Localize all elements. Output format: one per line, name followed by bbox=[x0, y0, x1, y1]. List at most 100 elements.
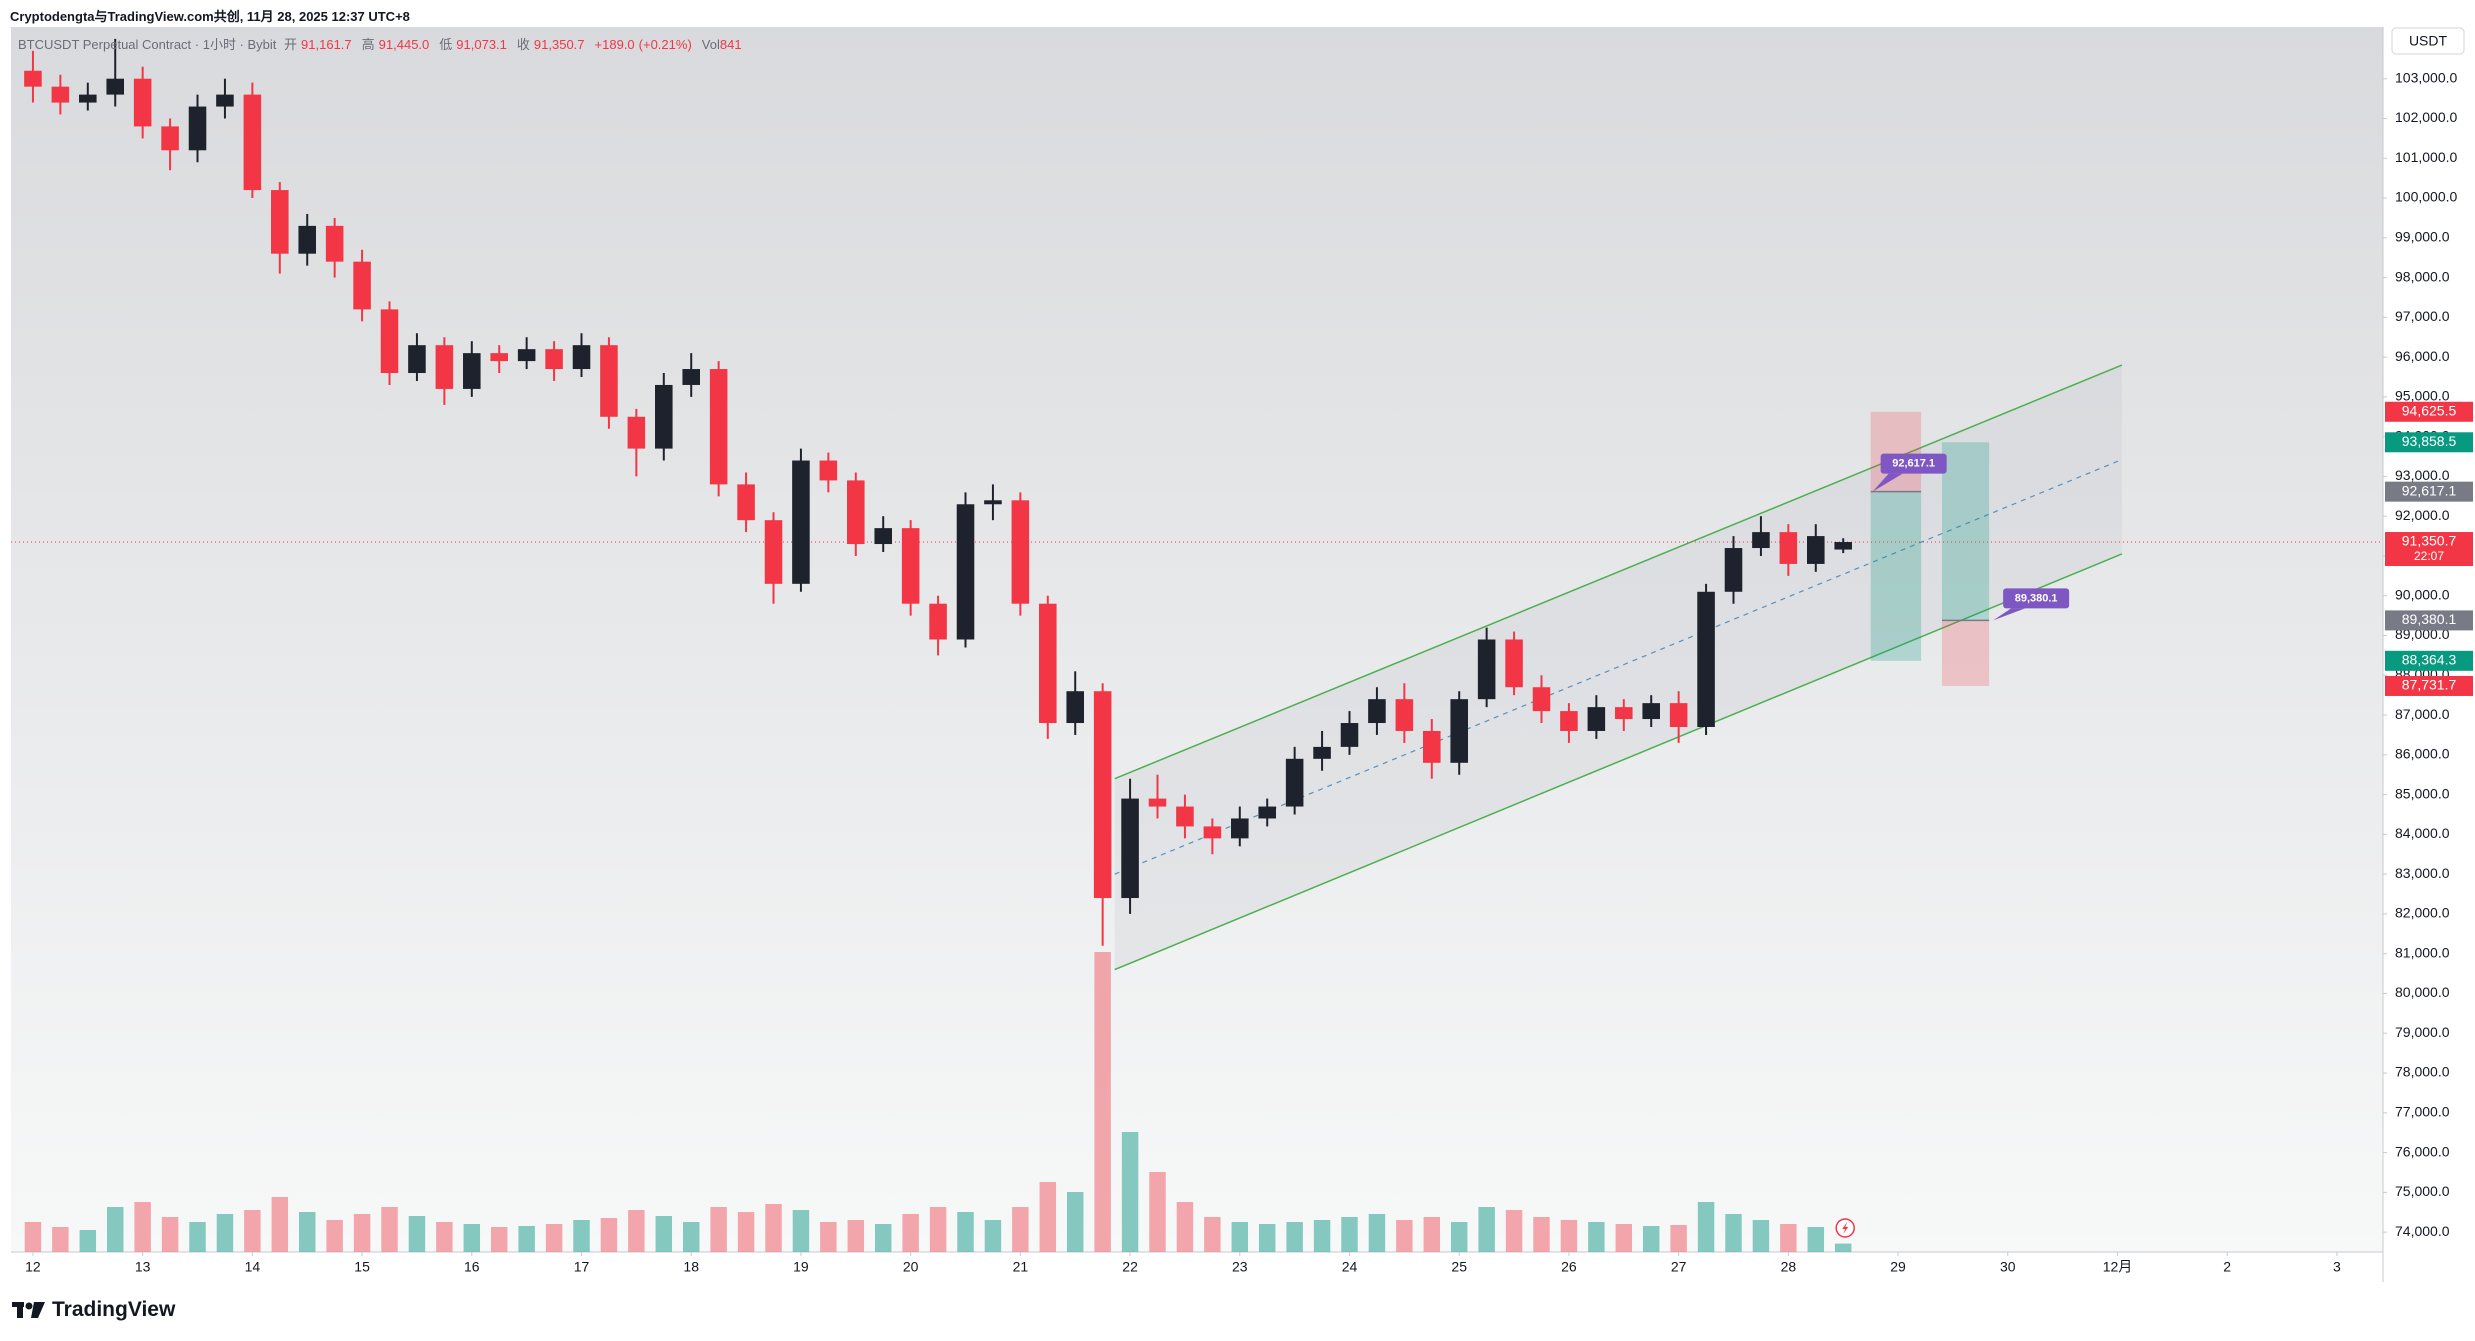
x-tick-label: 13 bbox=[135, 1259, 151, 1275]
y-tick-label: 84,000.0 bbox=[2395, 825, 2450, 841]
volume-bar bbox=[1341, 1217, 1358, 1252]
volume-bar bbox=[737, 1212, 755, 1252]
volume-bar bbox=[929, 1207, 947, 1252]
x-tick-label: 27 bbox=[1671, 1259, 1687, 1275]
symbol-legend: BTCUSDT Perpetual Contract · 1小时 · Bybit… bbox=[18, 34, 752, 53]
candle-body bbox=[490, 353, 509, 362]
y-tick-label: 96,000.0 bbox=[2395, 348, 2450, 364]
axes: 74,000.0 75,000.0 76,000.0 77,000.0 78,000.0… bbox=[25, 69, 2457, 1274]
volume-bar bbox=[408, 1216, 426, 1252]
x-tick-label: 17 bbox=[574, 1259, 590, 1275]
volume-bar bbox=[1505, 1210, 1523, 1252]
volume-bar bbox=[1670, 1225, 1687, 1252]
candle-body bbox=[1834, 542, 1852, 550]
volume-bar bbox=[271, 1197, 289, 1252]
x-tick-label: 26 bbox=[1561, 1259, 1577, 1275]
position-stop-zone bbox=[1941, 620, 1990, 686]
candle-body bbox=[408, 345, 426, 374]
volume-bar bbox=[436, 1222, 453, 1252]
volume-bar bbox=[189, 1222, 206, 1252]
price-axis-label-box bbox=[2385, 401, 2473, 422]
candle-body bbox=[1450, 699, 1468, 763]
volume-bar bbox=[1560, 1220, 1578, 1252]
attribution: Cryptodengta与TradingView.com共创, 11月 28, … bbox=[10, 9, 410, 24]
volume-bar bbox=[106, 1207, 124, 1252]
volume-bar bbox=[244, 1210, 261, 1252]
ohlc-value: 91,445.0 bbox=[378, 37, 430, 52]
volume-bar bbox=[1368, 1214, 1386, 1252]
candle-body bbox=[1121, 798, 1139, 899]
y-tick-label: 76,000.0 bbox=[2395, 1143, 2450, 1159]
candle-body bbox=[1807, 536, 1825, 564]
volume-bar bbox=[216, 1214, 234, 1252]
candle-body bbox=[874, 528, 892, 545]
candle-body bbox=[1642, 703, 1660, 720]
y-tick-label: 98,000.0 bbox=[2395, 268, 2450, 284]
x-tick-label: 25 bbox=[1451, 1259, 1467, 1275]
entry-flag-pointer bbox=[1872, 473, 1903, 492]
volume-bar bbox=[1478, 1207, 1495, 1252]
y-tick-label: 93,000.0 bbox=[2395, 467, 2450, 483]
y-tick-label: 86,000.0 bbox=[2395, 746, 2450, 762]
volume-bar bbox=[1149, 1172, 1166, 1252]
candle-body bbox=[764, 520, 783, 584]
y-tick-label: 103,000.0 bbox=[2395, 69, 2457, 85]
x-tick-label: 29 bbox=[1890, 1259, 1906, 1275]
logo[interactable]: TradingView bbox=[12, 1298, 175, 1322]
volume-bar bbox=[1176, 1202, 1194, 1252]
ohlc-key: 高 bbox=[361, 37, 375, 52]
last-price-box bbox=[2385, 532, 2473, 567]
volume-bar bbox=[1066, 1192, 1084, 1252]
price-axis-label-box bbox=[2385, 481, 2473, 502]
candle-body bbox=[1532, 687, 1551, 712]
price-axis-label: 94,625.5 bbox=[2402, 402, 2457, 418]
ohlc-value: 91,073.1 bbox=[456, 37, 507, 52]
price-axis-label-box bbox=[2385, 650, 2473, 671]
y-tick-label: 81,000.0 bbox=[2395, 944, 2450, 960]
volume-bar bbox=[1807, 1227, 1825, 1252]
y-tick-label: 83,000.0 bbox=[2395, 865, 2450, 881]
volume-bar bbox=[628, 1210, 645, 1252]
y-tick-label: 97,000.0 bbox=[2395, 308, 2450, 324]
candle-body bbox=[271, 190, 289, 254]
candle-body bbox=[545, 349, 563, 370]
candle-body bbox=[79, 94, 97, 103]
candle-body bbox=[1477, 639, 1496, 700]
price-axis-label: 92,617.1 bbox=[2402, 482, 2457, 498]
change-percent: (+0.21%) bbox=[638, 37, 692, 52]
y-tick-label: 99,000.0 bbox=[2395, 228, 2450, 244]
candle-body bbox=[1039, 603, 1057, 724]
volume-bar bbox=[52, 1227, 69, 1252]
volume-bar bbox=[792, 1210, 810, 1252]
x-tick-label: 18 bbox=[683, 1259, 699, 1275]
candle-body bbox=[243, 94, 262, 191]
candle-body bbox=[325, 225, 344, 262]
candle-body bbox=[353, 261, 371, 310]
ohlc-value: 91,161.7 bbox=[301, 37, 352, 52]
volume-bar bbox=[326, 1220, 343, 1252]
candle-body bbox=[1258, 806, 1276, 819]
candle-body bbox=[655, 384, 673, 449]
candle-body bbox=[1285, 758, 1304, 807]
currency-box[interactable] bbox=[2391, 27, 2465, 55]
x-tick-label: 28 bbox=[1781, 1259, 1797, 1275]
candle-body bbox=[600, 345, 618, 417]
volume-bar bbox=[1231, 1222, 1249, 1252]
candle-body bbox=[1066, 691, 1084, 724]
volume-bar bbox=[518, 1226, 535, 1252]
volume-bar bbox=[573, 1220, 590, 1252]
volume-bar bbox=[1588, 1222, 1605, 1252]
candle-body bbox=[1176, 806, 1194, 827]
candle-body bbox=[1505, 639, 1523, 688]
y-tick-label: 80,000.0 bbox=[2395, 984, 2450, 1000]
y-tick-label: 87,000.0 bbox=[2395, 706, 2450, 722]
price-axis-label-box bbox=[2385, 432, 2473, 453]
ohlc-key: 收 bbox=[516, 37, 530, 52]
x-tick-label: 12月 bbox=[2103, 1259, 2133, 1275]
volume-bar bbox=[1286, 1222, 1303, 1252]
candle-body bbox=[1587, 707, 1606, 731]
entry-flag-label: 92,617.1 bbox=[1892, 458, 1935, 470]
x-tick-label: 21 bbox=[1013, 1259, 1029, 1275]
x-tick-label: 12 bbox=[25, 1259, 41, 1275]
